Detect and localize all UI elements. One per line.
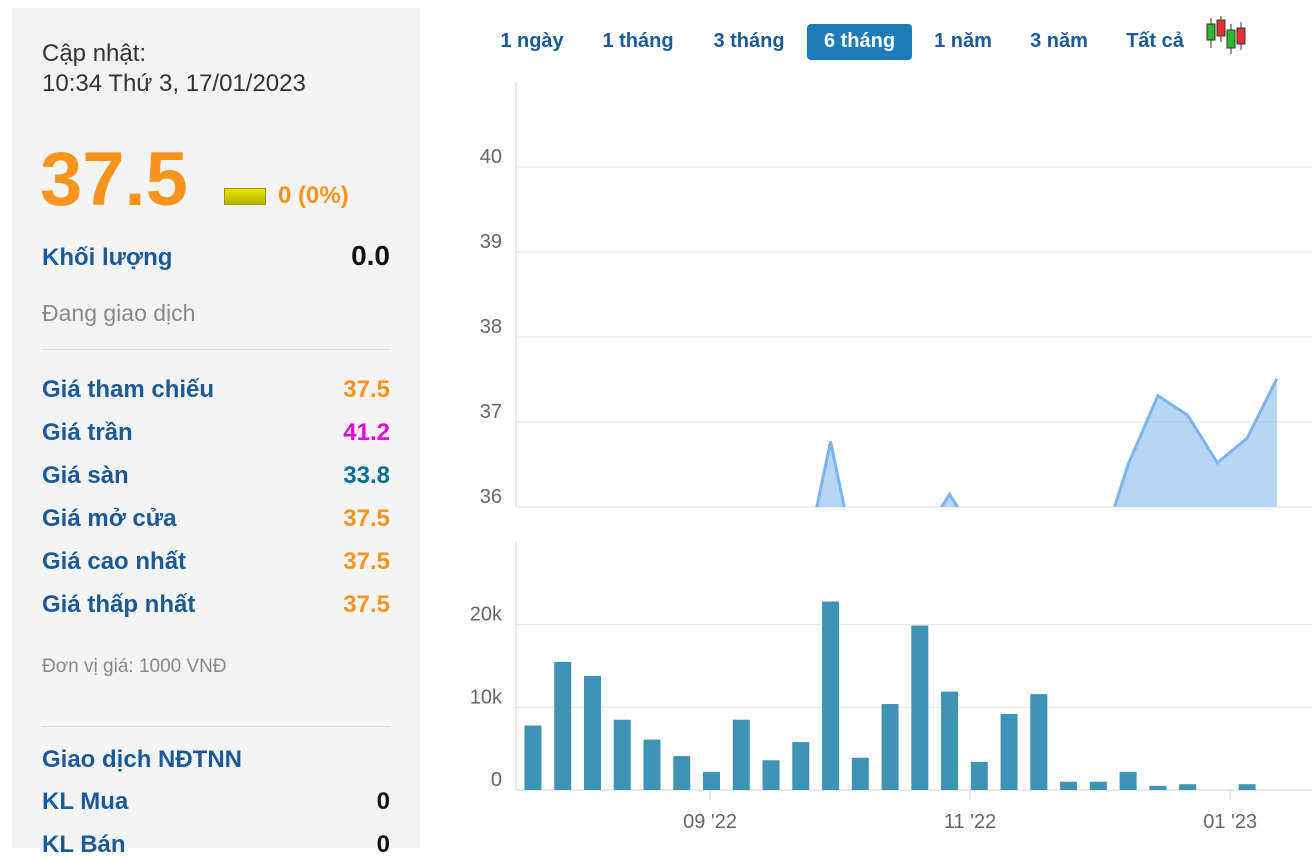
y-tick-label: 37	[480, 401, 502, 423]
volume-bar	[1119, 771, 1137, 790]
price-area	[816, 378, 1277, 507]
volume-bar	[613, 719, 631, 790]
foreign-title: Giao dịch NĐTNN	[42, 746, 243, 773]
page: Cập nhật: 10:34 Thứ 3, 17/01/2023 37.5 0…	[12, 8, 1312, 858]
update-time: 10:34 Thứ 3, 17/01/2023	[42, 70, 306, 97]
volume-bar	[673, 756, 691, 790]
volume-bar	[822, 601, 840, 790]
stat-value: 41.2	[343, 419, 390, 446]
range-tab[interactable]: 1 năm	[934, 30, 992, 52]
range-tab[interactable]: 3 tháng	[713, 30, 785, 52]
stat-label: Giá trần	[42, 419, 133, 446]
stat-value: 37.5	[343, 505, 390, 532]
range-tab[interactable]: 3 năm	[1030, 30, 1088, 52]
volume-bar	[1238, 784, 1256, 790]
stat-label: Giá tham chiếu	[42, 376, 215, 403]
update-label: Cập nhật:	[42, 40, 147, 67]
x-tick-label: 09 '22	[683, 811, 737, 833]
volume-bar	[851, 757, 869, 790]
y-tick-label: 38	[480, 316, 502, 338]
volume-bar	[1000, 713, 1018, 790]
y-tick-label: 0	[491, 769, 502, 791]
volume-bar	[1089, 781, 1107, 790]
separator	[42, 349, 390, 350]
volume-bar	[792, 742, 810, 790]
stat-value: 37.5	[343, 376, 390, 403]
volume-bar	[703, 771, 721, 790]
x-tick-label: 01 '23	[1203, 811, 1257, 833]
volume-bar	[583, 675, 601, 790]
y-tick-label: 20k	[470, 604, 503, 626]
stat-value: 37.5	[343, 591, 390, 618]
volume-bar	[1060, 781, 1078, 790]
y-tick-label: 36	[480, 486, 502, 508]
volume-bar	[911, 625, 929, 790]
volume-bar	[643, 739, 661, 790]
stat-label: Giá cao nhất	[42, 548, 187, 575]
charts: 36 37 38 39 40 0 10k 20k 09 '22 11 '22 01 '23	[470, 16, 1312, 833]
range-tab[interactable]: Tất cả	[1126, 30, 1184, 52]
change: 0 (0%)	[278, 182, 349, 209]
range-tab[interactable]: 1 ngày	[500, 30, 564, 52]
volume-bar	[881, 704, 899, 790]
volume-bar	[554, 661, 572, 790]
y-tick-label: 39	[480, 231, 502, 253]
range-tab[interactable]: 1 tháng	[602, 30, 674, 52]
volume-bar	[1149, 785, 1167, 790]
status: Đang giao dịch	[42, 300, 196, 326]
volume-label: Khối lượng	[42, 244, 173, 271]
volume-bar	[941, 691, 959, 790]
candle-icon[interactable]	[1206, 16, 1246, 54]
change-icon	[224, 188, 266, 205]
price-line	[815, 377, 1279, 507]
price-area-group	[815, 377, 1279, 507]
volume-bar	[970, 761, 988, 790]
volume-bar	[1030, 694, 1048, 790]
range-tab[interactable]: 6 tháng	[807, 24, 912, 60]
price: 37.5	[40, 137, 188, 222]
volume-bar	[1179, 784, 1197, 790]
y-tick-label: 10k	[470, 686, 503, 708]
y-tick-label: 40	[480, 146, 502, 168]
volume: 0.0	[351, 240, 390, 271]
stat-label: Giá thấp nhất	[42, 591, 196, 618]
x-tick-label: 11 '22	[944, 811, 996, 833]
foreign-value: 0	[376, 788, 390, 815]
stat-value: 33.8	[343, 462, 390, 489]
foreign-label: KL Mua	[42, 788, 129, 815]
stat-value: 37.5	[343, 548, 390, 575]
volume-bar	[762, 760, 780, 790]
stat-label: Giá mở cửa	[42, 505, 177, 532]
volume-bar	[524, 725, 542, 790]
stat-label: Giá sàn	[42, 462, 129, 489]
separator	[42, 726, 390, 727]
volume-bar	[732, 719, 750, 790]
unit-note: Đơn vị giá: 1000 VNĐ	[42, 656, 227, 677]
